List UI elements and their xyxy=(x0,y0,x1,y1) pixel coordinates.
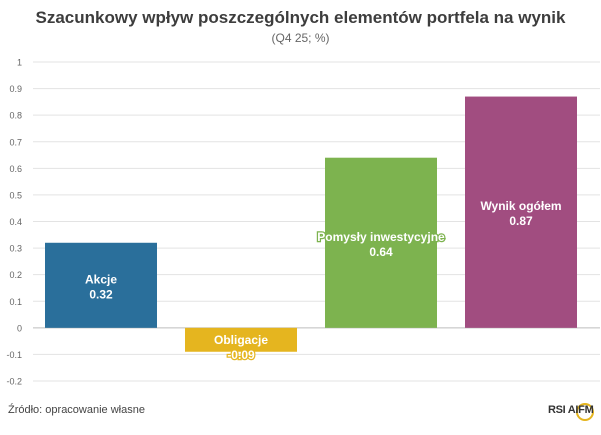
bar-category-label: Obligacje xyxy=(214,333,268,347)
y-tick-label: -0.2 xyxy=(6,377,22,387)
logo-text: RSI AIFM xyxy=(548,404,594,416)
bar-value-label: 0.87 xyxy=(509,214,533,228)
bar xyxy=(465,96,577,328)
bar xyxy=(45,242,157,328)
chart-title: Szacunkowy wpływ poszczególnych elementó… xyxy=(35,8,566,27)
y-tick-label: 0.9 xyxy=(9,84,22,94)
y-tick-label: 1 xyxy=(17,58,22,68)
y-tick-label: 0.8 xyxy=(9,111,22,121)
bar xyxy=(185,327,297,352)
y-tick-label: 0 xyxy=(17,323,22,333)
bar xyxy=(325,157,437,328)
y-tick-label: 0.1 xyxy=(9,297,22,307)
company-logo: RSI AIFM xyxy=(548,398,598,424)
bar-category-label: Wynik ogółem xyxy=(480,199,561,213)
y-tick-label: -0.1 xyxy=(6,350,22,360)
y-tick-label: 0.6 xyxy=(9,164,22,174)
bar-value-label: -0.09 xyxy=(227,348,255,362)
y-tick-label: 0.4 xyxy=(9,217,22,227)
bar-category-label: Pomysły inwestycyjne xyxy=(317,230,445,244)
y-tick-label: 0.5 xyxy=(9,190,22,200)
y-tick-label: 0.3 xyxy=(9,244,22,254)
chart-subtitle: (Q4 25; %) xyxy=(271,31,330,45)
bar-value-label: 0.64 xyxy=(369,245,393,259)
y-tick-label: 0.7 xyxy=(9,137,22,147)
y-tick-label: 0.2 xyxy=(9,270,22,280)
source-note: Źródło: opracowanie własne xyxy=(8,404,145,416)
bar-value-label: 0.32 xyxy=(89,287,113,301)
bar-category-label: Akcje xyxy=(85,272,117,286)
logo-circle-icon xyxy=(576,403,594,421)
